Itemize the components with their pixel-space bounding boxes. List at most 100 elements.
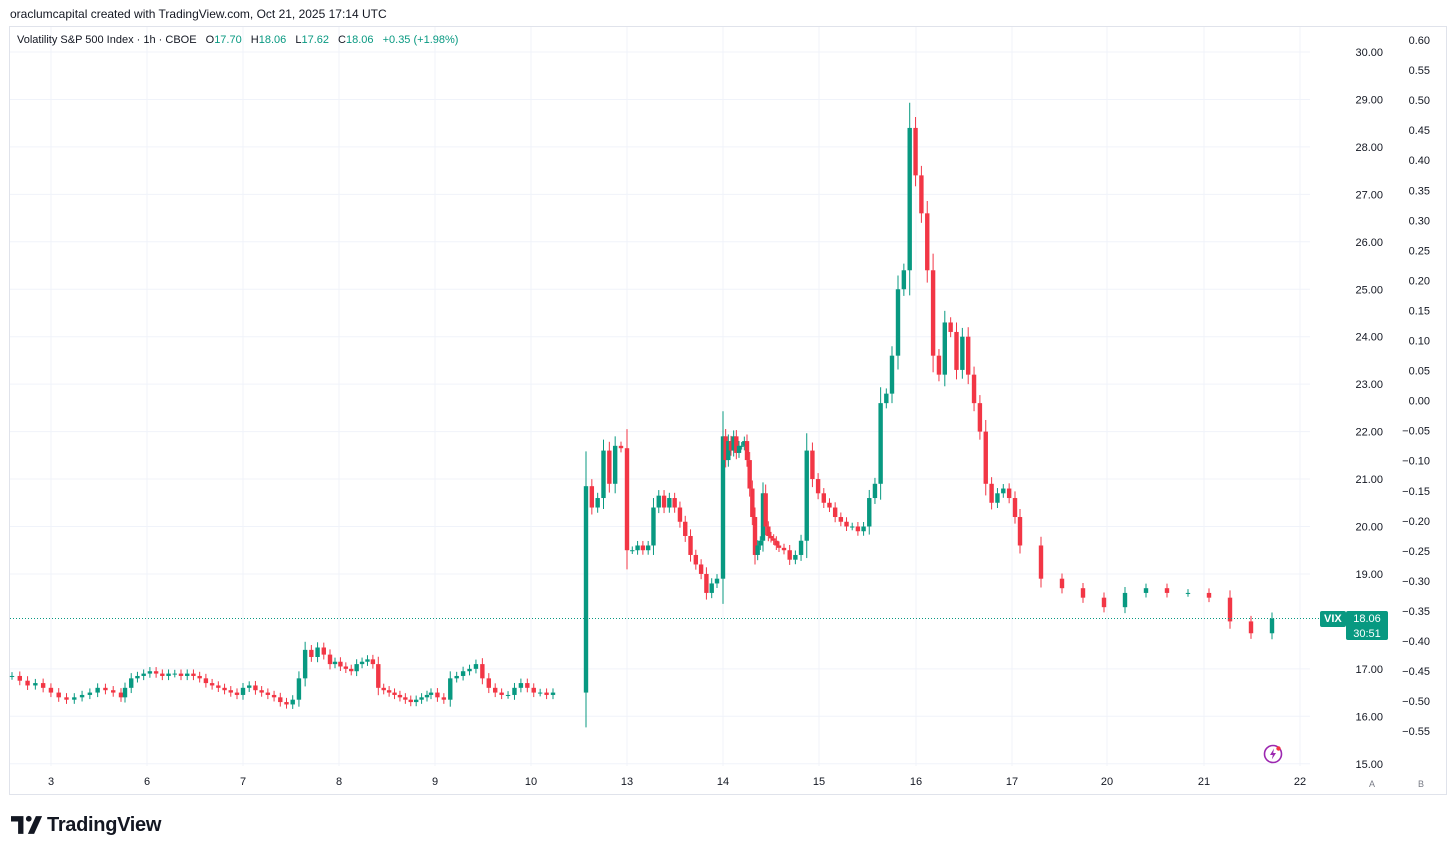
candle-up — [739, 445, 744, 447]
candle-down — [480, 664, 485, 679]
candle-up — [315, 647, 320, 657]
candle-up — [537, 692, 543, 694]
candle-down — [589, 486, 595, 508]
last-price-symbol-badge: VIX — [1320, 611, 1346, 627]
x-axis-tick-label: 21 — [1198, 776, 1210, 788]
candle-up — [129, 678, 134, 688]
candle-down — [919, 175, 924, 214]
candle-down — [723, 436, 728, 461]
candle-down — [525, 683, 530, 688]
y2-axis-tick-label: 0.25 — [1409, 245, 1430, 257]
y2-axis-tick-label: 0.20 — [1409, 275, 1430, 287]
candle-down — [1101, 597, 1107, 608]
symbol-legend[interactable]: Volatility S&P 500 Index · 1h · CBOE O 17… — [17, 34, 458, 46]
y-axis-tick-label: 19.00 — [1355, 569, 1383, 581]
candle-up — [365, 659, 370, 662]
flash-alert-icon[interactable] — [1263, 744, 1283, 764]
candle-down — [56, 692, 61, 698]
candle-up — [872, 483, 878, 499]
candle-down — [750, 488, 755, 518]
y-axis-tick-label: 21.00 — [1355, 474, 1383, 486]
y-axis-tick-label: 22.00 — [1355, 427, 1383, 439]
candle-down — [234, 692, 240, 695]
candle-down — [728, 441, 734, 451]
candle-down — [1059, 578, 1065, 589]
y2-axis-tick-label: −0.35 — [1402, 606, 1430, 618]
y2-axis-tick-label: 0.40 — [1409, 155, 1430, 167]
candle-up — [147, 671, 153, 674]
candle-up — [742, 441, 747, 446]
x-axis-tick-label: 9 — [432, 776, 438, 788]
candle-down — [607, 450, 612, 484]
y-axis-tick-label: 28.00 — [1355, 142, 1383, 154]
candle-up — [726, 441, 731, 461]
candle-up — [798, 540, 804, 555]
candle-down — [259, 690, 264, 693]
candle-down — [821, 493, 826, 503]
candle-down — [640, 545, 646, 551]
candle-up — [878, 403, 883, 484]
y2-axis-tick-label: −0.30 — [1402, 576, 1430, 588]
candle-up — [861, 526, 866, 532]
candle-up — [122, 687, 128, 698]
candle-down — [683, 521, 688, 536]
candle-down — [265, 692, 271, 695]
candle-down — [936, 355, 942, 375]
tradingview-logo-icon — [11, 815, 43, 834]
candle-up — [1185, 592, 1191, 594]
candle-down — [966, 336, 971, 375]
candle-down — [747, 460, 752, 489]
legend-low-label: L — [295, 34, 302, 46]
legend-low-value: 17.62 — [301, 34, 329, 46]
candle-up — [79, 694, 85, 698]
legend-symbol-description: Volatility S&P 500 Index · 1h · CBOE — [17, 34, 197, 46]
candle-down — [815, 479, 821, 494]
x-axis-tick-label: 17 — [1006, 776, 1018, 788]
candle-up — [630, 550, 635, 552]
candle-up — [448, 678, 453, 700]
candle-up — [290, 699, 295, 705]
candle-up — [907, 127, 912, 271]
candle-down — [392, 692, 397, 695]
candle-down — [64, 697, 69, 700]
chart-frame[interactable] — [9, 26, 1447, 795]
candle-up — [247, 685, 252, 688]
candle-down — [624, 448, 630, 551]
candle-down — [197, 675, 202, 679]
candle-up — [550, 692, 556, 695]
tradingview-brand[interactable]: TradingView — [11, 812, 161, 838]
candle-up — [755, 545, 760, 555]
candle-up — [467, 668, 472, 672]
candle-down — [827, 502, 832, 508]
candle-down — [253, 685, 258, 691]
y2-axis-tick-label: 0.15 — [1409, 305, 1430, 317]
candle-down — [763, 493, 768, 527]
y2-axis-tick-label: −0.20 — [1402, 516, 1430, 528]
candle-down — [441, 697, 447, 700]
candle-down — [544, 692, 549, 695]
candle-up — [895, 289, 901, 356]
candle-down — [153, 671, 159, 674]
candle-down — [971, 374, 977, 404]
y-axis-tick-label: 25.00 — [1355, 284, 1383, 296]
candle-up — [454, 675, 459, 679]
candle-up — [1269, 618, 1275, 634]
auto-scale-button[interactable]: A — [1368, 779, 1375, 789]
candle-up — [867, 498, 872, 527]
candle-up — [583, 486, 589, 693]
candle-down — [688, 535, 693, 555]
candle-down — [1206, 592, 1212, 598]
log-scale-button[interactable]: B — [1417, 779, 1424, 789]
x-axis-tick-label: 7 — [240, 776, 246, 788]
candle-up — [645, 545, 651, 551]
candle-down — [776, 545, 782, 548]
candle-up — [960, 336, 965, 370]
y2-axis-tick-label: −0.05 — [1402, 426, 1430, 438]
candle-down — [734, 436, 739, 453]
y2-axis-tick-label: 0.60 — [1409, 35, 1430, 47]
legend-open-label: O — [205, 34, 215, 46]
candle-up — [720, 436, 726, 579]
candle-up — [736, 445, 742, 453]
x-axis-tick-label: 8 — [336, 776, 342, 788]
